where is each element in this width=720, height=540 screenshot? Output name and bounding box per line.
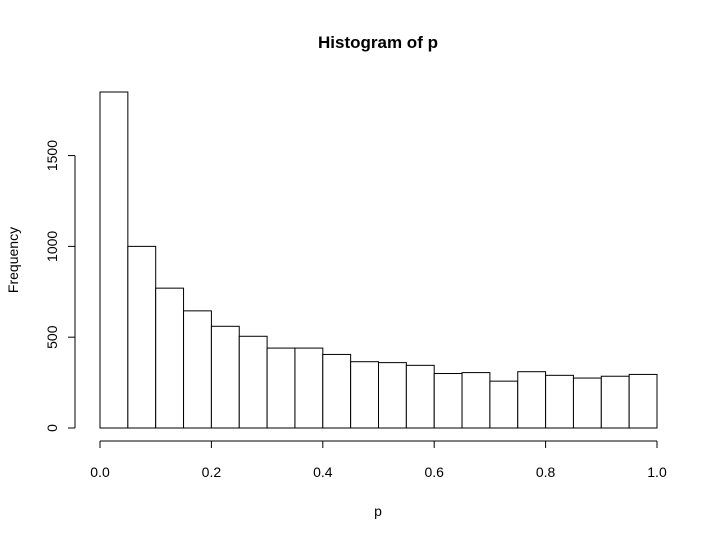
y-axis-label: Frequency bbox=[5, 227, 21, 293]
histogram-bar bbox=[572, 377, 602, 429]
histogram-bar bbox=[628, 373, 658, 429]
y-tick-label: 1500 bbox=[44, 140, 60, 171]
histogram-bar bbox=[322, 353, 352, 429]
chart-title: Histogram of p bbox=[318, 33, 438, 52]
y-tick-label: 0 bbox=[44, 424, 60, 432]
x-tick-label: 0.2 bbox=[202, 464, 222, 480]
histogram-bar bbox=[433, 373, 463, 429]
histogram-bar bbox=[183, 310, 212, 429]
histogram-bar bbox=[350, 361, 379, 429]
x-tick-label: 0.6 bbox=[424, 464, 444, 480]
x-tick-label: 0.8 bbox=[536, 464, 556, 480]
histogram-bar bbox=[210, 325, 240, 429]
histogram-bar bbox=[294, 347, 324, 429]
histogram-bar bbox=[99, 91, 129, 429]
y-tick-label: 1000 bbox=[44, 231, 60, 262]
x-axis-label: p bbox=[374, 503, 382, 519]
histogram-bar bbox=[600, 375, 630, 429]
histogram-bar bbox=[517, 371, 547, 429]
histogram-bar bbox=[155, 287, 185, 429]
x-tick-label: 0.0 bbox=[90, 464, 110, 480]
histogram-bar bbox=[405, 364, 435, 429]
bars-group bbox=[99, 91, 658, 429]
histogram-bar bbox=[238, 335, 268, 429]
histogram-bar bbox=[266, 347, 296, 429]
x-tick-label: 1.0 bbox=[647, 464, 667, 480]
y-tick-label: 500 bbox=[44, 325, 60, 349]
histogram-bar bbox=[545, 374, 574, 429]
histogram-bar bbox=[127, 245, 157, 429]
x-tick-label: 0.4 bbox=[313, 464, 333, 480]
y-axis: 0 500 1000 1500 bbox=[44, 140, 76, 432]
histogram-bar bbox=[378, 362, 407, 429]
histogram-bar bbox=[489, 380, 519, 429]
histogram-bar bbox=[461, 372, 491, 429]
x-axis: 0.0 0.2 0.4 0.6 0.8 1.0 bbox=[90, 440, 667, 480]
